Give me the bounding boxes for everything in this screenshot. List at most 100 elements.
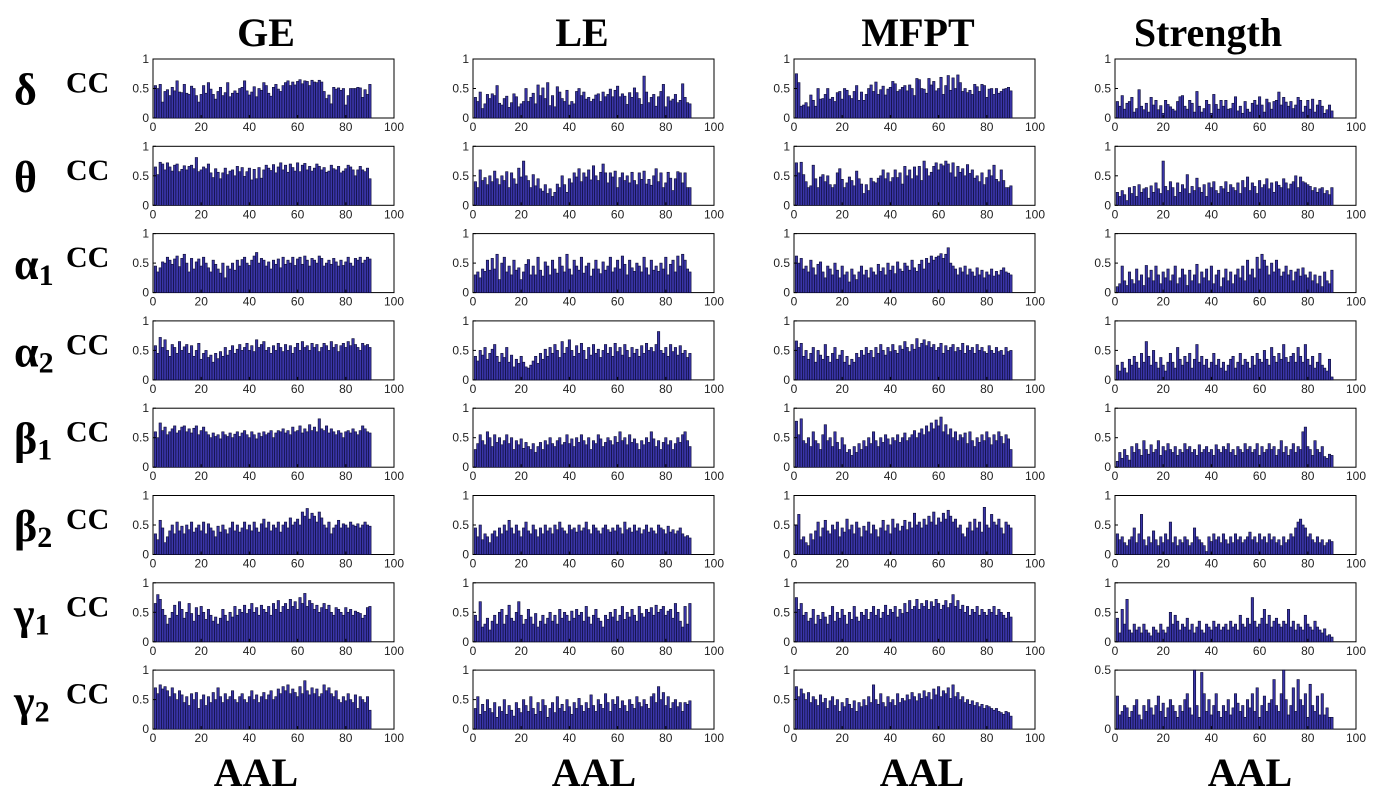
bar [819,354,823,381]
bar [1002,88,1006,119]
bar [999,269,1003,293]
bar [681,626,685,643]
bar [797,609,801,643]
bar [560,265,564,293]
bar [1142,440,1146,468]
bar [618,268,622,293]
bar [1291,280,1295,293]
bar [1152,192,1156,206]
bar [652,530,656,555]
bar [565,533,569,555]
bar [365,167,369,206]
bar [876,94,880,119]
bar [1149,269,1153,293]
bar [531,265,535,293]
bar [797,347,801,381]
bar [1246,108,1250,119]
bar [264,350,268,381]
bar [970,347,974,381]
bar [1243,539,1247,555]
bar [161,688,165,730]
bar [1303,182,1307,206]
bar [341,88,345,119]
bar [185,169,189,206]
bar [325,98,329,119]
bar [233,175,237,206]
bar [168,617,172,643]
bar [628,259,632,293]
bar [1272,101,1276,119]
bar [649,259,653,293]
bar [934,256,938,293]
bar [606,529,610,555]
bar [647,611,651,643]
bar [339,432,343,468]
bar [606,702,610,730]
bar [905,694,909,730]
bar [349,166,353,206]
bar [637,355,641,381]
bar [168,530,172,555]
bar [344,431,348,468]
bar [168,431,172,468]
bar [819,176,823,206]
bar [659,350,663,381]
bar [1311,190,1315,206]
bar [594,175,598,206]
bar [252,699,256,730]
bar [344,347,348,381]
bar [1190,623,1194,643]
column-title-mfpt: MFPT [861,10,975,55]
bar [1132,527,1136,555]
bar [1303,426,1307,468]
bar [1272,620,1276,643]
bar [867,88,871,119]
bar [997,351,1001,381]
bar [1224,711,1228,730]
bar [608,172,612,206]
bar [1205,551,1209,555]
bar [831,274,835,293]
bar [310,687,314,730]
bar [835,172,839,206]
bar [495,253,499,293]
bar [1190,367,1194,381]
bar [666,274,670,293]
bar [934,419,938,468]
bar [1171,623,1175,643]
bar [344,607,348,643]
bar [797,262,801,293]
bar [238,171,242,206]
bar [601,350,605,381]
y-tick-label: 0 [1104,722,1111,736]
bar [1132,283,1136,293]
bar [1277,449,1281,468]
bar [673,94,677,119]
bar [1327,716,1331,730]
bar [1260,187,1264,206]
bar [1255,256,1259,293]
bar [303,80,307,119]
bar [1118,196,1122,206]
bar [688,271,692,293]
bar [226,265,230,293]
bar [806,437,810,468]
bar [843,361,847,381]
bar [505,434,509,468]
bar [867,190,871,206]
bar [1274,361,1278,381]
bar [329,693,333,730]
bar [498,611,502,643]
bar [922,88,926,119]
bar [529,364,533,381]
bar [903,700,907,730]
bar [209,354,213,381]
bar [978,350,982,381]
bar [831,606,835,643]
bar [879,527,883,555]
bar [1224,539,1228,555]
bar [888,181,892,206]
bar [582,350,586,381]
bar [235,259,239,293]
bar [958,524,962,555]
